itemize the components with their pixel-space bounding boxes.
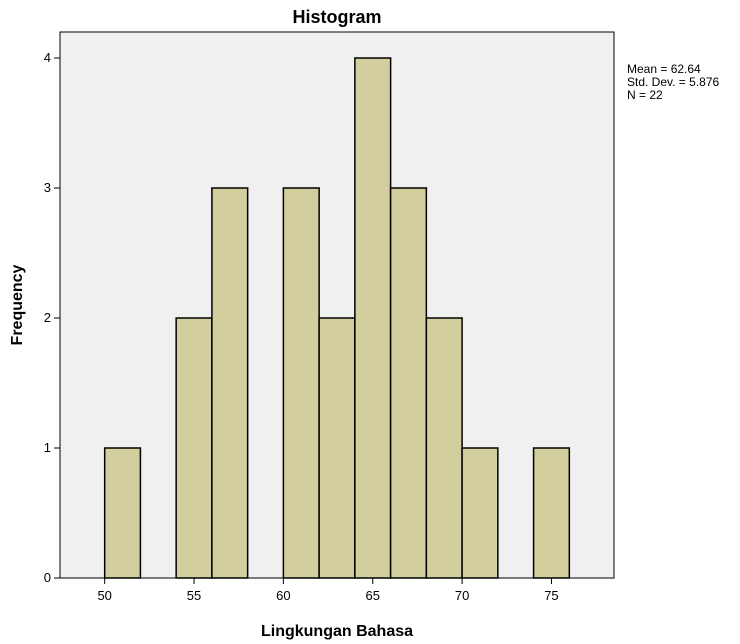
x-tick-label: 55 bbox=[187, 588, 201, 603]
histogram-bar-74-76 bbox=[532, 447, 571, 579]
histogram-bar-50-52 bbox=[103, 447, 142, 579]
chart-title: Histogram bbox=[292, 7, 381, 27]
y-tick-label: 3 bbox=[44, 180, 51, 195]
bars-group bbox=[103, 57, 571, 579]
histogram-bar-68-70 bbox=[425, 317, 463, 579]
y-tick-label: 2 bbox=[44, 310, 51, 325]
x-tick-label: 65 bbox=[366, 588, 380, 603]
histogram-bar-66-68 bbox=[389, 187, 428, 579]
stats-box: Mean = 62.64 Std. Dev. = 5.876 N = 22 bbox=[627, 62, 719, 102]
x-tick-label: 50 bbox=[97, 588, 111, 603]
stat-n: N = 22 bbox=[627, 88, 663, 102]
y-tick-label: 1 bbox=[44, 440, 51, 455]
histogram-bar-56-58 bbox=[211, 187, 249, 579]
y-tick-label: 4 bbox=[44, 50, 51, 65]
y-tick-label: 0 bbox=[44, 570, 51, 585]
x-tick-label: 60 bbox=[276, 588, 290, 603]
histogram-bar-62-64 bbox=[318, 317, 356, 579]
y-axis-title: Frequency bbox=[9, 264, 26, 345]
x-axis: 50 55 60 65 70 75 bbox=[97, 578, 559, 603]
stat-mean: Mean = 62.64 bbox=[627, 62, 701, 76]
histogram-bar-64-66 bbox=[354, 57, 392, 579]
stat-std-dev: Std. Dev. = 5.876 bbox=[627, 75, 719, 89]
histogram-bar-70-72 bbox=[461, 447, 499, 579]
histogram-bar-60-62 bbox=[282, 187, 320, 579]
x-axis-title: Lingkungan Bahasa bbox=[261, 623, 413, 640]
histogram-bar-54-56 bbox=[175, 317, 213, 579]
x-tick-label: 70 bbox=[455, 588, 469, 603]
y-axis: 0 1 2 3 4 bbox=[44, 50, 60, 585]
x-tick-label: 75 bbox=[544, 588, 558, 603]
